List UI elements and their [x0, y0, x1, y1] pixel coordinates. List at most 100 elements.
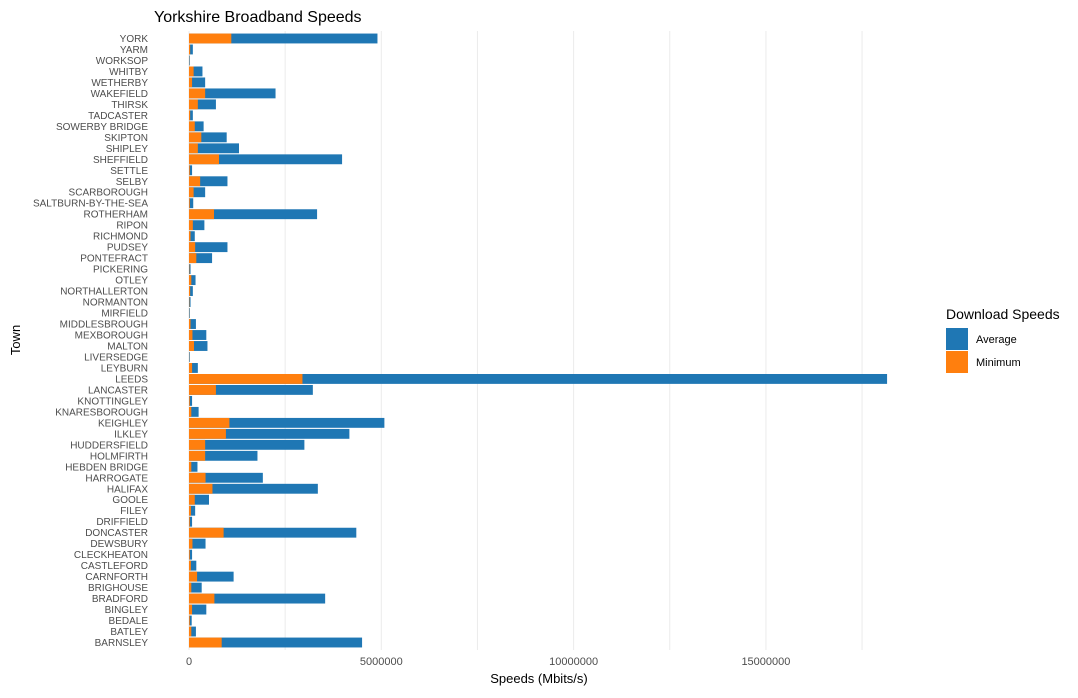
legend-title: Download Speeds — [946, 306, 1060, 322]
bar-minimum-malton — [189, 341, 194, 351]
bar-minimum-tadcaster — [189, 110, 190, 120]
bar-minimum-doncaster — [189, 528, 224, 538]
bars — [189, 34, 887, 648]
y-tick-label: THIRSK — [111, 100, 148, 111]
y-tick-label: LEYBURN — [101, 363, 148, 374]
bar-minimum-whitby — [189, 66, 194, 76]
y-tick-label: SELBY — [116, 177, 149, 188]
y-tick-label: MEXBOROUGH — [75, 331, 148, 342]
bar-minimum-carnforth — [189, 572, 197, 582]
y-tick-label: HOLMFIRTH — [90, 451, 148, 462]
bar-minimum-leyburn — [189, 363, 192, 373]
bar-minimum-sowerby-bridge — [189, 121, 195, 131]
bar-minimum-mexborough — [189, 330, 192, 340]
y-tick-label: KEIGHLEY — [98, 418, 148, 429]
legend-key-minimum — [946, 351, 968, 373]
bar-minimum-huddersfield — [189, 440, 205, 450]
bar-minimum-otley — [189, 275, 191, 285]
bar-minimum-wakefield — [189, 88, 205, 98]
bar-minimum-selby — [189, 176, 200, 186]
bar-minimum-middlesbrough — [189, 319, 191, 329]
bar-minimum-saltburn-by-the-sea — [189, 198, 190, 208]
bar-minimum-richmond — [189, 231, 191, 241]
chart-title: Yorkshire Broadband Speeds — [154, 9, 362, 26]
legend-label-average: Average — [976, 334, 1017, 346]
y-tick-label: BRADFORD — [92, 594, 148, 605]
y-tick-label: CLECKHEATON — [74, 550, 148, 561]
y-tick-label: BEDALE — [109, 616, 149, 627]
y-tick-label: ILKLEY — [114, 429, 148, 440]
bar-minimum-goole — [189, 495, 195, 505]
y-tick-label: DONCASTER — [85, 528, 148, 539]
x-tick-label: 15000000 — [741, 656, 790, 668]
bar-minimum-filey — [189, 506, 191, 516]
y-tick-label: BINGLEY — [105, 605, 149, 616]
y-tick-label: DRIFFIELD — [96, 517, 148, 528]
bar-minimum-cleckheaton — [189, 550, 190, 560]
legend-label-minimum: Minimum — [976, 357, 1021, 369]
y-tick-label: NORMANTON — [83, 298, 148, 309]
y-tick-label: MIDDLESBROUGH — [60, 320, 148, 331]
y-tick-label: HEBDEN BRIDGE — [65, 462, 148, 473]
y-tick-label: BARNSLEY — [95, 638, 149, 649]
x-tick-label: 0 — [186, 656, 192, 668]
bar-minimum-holmfirth — [189, 451, 205, 461]
bar-minimum-dewsbury — [189, 539, 192, 549]
bar-minimum-yarm — [189, 45, 190, 55]
bar-minimum-knottingley — [189, 396, 190, 406]
bar-minimum-leeds — [189, 374, 302, 384]
bar-minimum-wetherby — [189, 77, 192, 87]
bar-minimum-brighouse — [189, 583, 191, 593]
bar-minimum-lancaster — [189, 385, 216, 395]
y-axis-ticks: YORKYARMWORKSOPWHITBYWETHERBYWAKEFIELDTH… — [33, 34, 148, 649]
y-tick-label: SKIPTON — [104, 133, 148, 144]
y-tick-label: RIPON — [116, 221, 148, 232]
legend: Download Speeds Average Minimum — [946, 306, 1060, 373]
y-tick-label: PICKERING — [93, 265, 148, 276]
y-tick-label: NORTHALLERTON — [60, 287, 148, 298]
y-tick-label: SHEFFIELD — [93, 155, 148, 166]
y-tick-label: ROTHERHAM — [84, 210, 148, 221]
x-axis-title: Speeds (Mbits/s) — [490, 671, 588, 686]
x-tick-label: 10000000 — [549, 656, 598, 668]
y-tick-label: SCARBOROUGH — [69, 188, 148, 199]
bar-minimum-sheffield — [189, 154, 219, 164]
y-tick-label: PONTEFRACT — [80, 254, 148, 265]
bar-minimum-halifax — [189, 484, 212, 494]
y-tick-label: KNOTTINGLEY — [77, 396, 148, 407]
legend-key-average — [946, 328, 968, 350]
bar-minimum-settle — [189, 165, 190, 175]
y-tick-label: MALTON — [107, 341, 148, 352]
bar-minimum-ripon — [189, 220, 193, 230]
bar-minimum-batley — [189, 627, 191, 637]
grid — [189, 31, 862, 650]
bar-minimum-thirsk — [189, 99, 198, 109]
y-tick-label: LIVERSEDGE — [84, 352, 148, 363]
bar-minimum-driffield — [189, 517, 190, 527]
y-tick-label: DEWSBURY — [90, 539, 148, 550]
bar-minimum-pudsey — [189, 242, 195, 252]
bar-minimum-ilkley — [189, 429, 226, 439]
bar-minimum-hebden-bridge — [189, 462, 191, 472]
y-tick-label: GOOLE — [112, 495, 148, 506]
y-tick-label: WAKEFIELD — [91, 89, 148, 100]
y-tick-label: SALTBURN-BY-THE-SEA — [33, 199, 148, 210]
y-tick-label: MIRFIELD — [101, 309, 148, 320]
bar-minimum-skipton — [189, 132, 201, 142]
bar-minimum-bedale — [189, 616, 190, 626]
y-tick-label: CASTLEFORD — [81, 561, 148, 572]
bar-minimum-york — [189, 34, 231, 44]
bar-minimum-bingley — [189, 605, 192, 615]
y-tick-label: LEEDS — [115, 374, 148, 385]
y-tick-label: WHITBY — [109, 67, 148, 78]
bar-minimum-harrogate — [189, 473, 206, 483]
bar-minimum-northallerton — [189, 286, 190, 296]
y-tick-label: HUDDERSFIELD — [70, 440, 148, 451]
bar-average-huddersfield — [189, 440, 304, 450]
y-tick-label: PUDSEY — [107, 243, 148, 254]
bar-minimum-bradford — [189, 594, 214, 604]
y-tick-label: RICHMOND — [93, 232, 148, 243]
